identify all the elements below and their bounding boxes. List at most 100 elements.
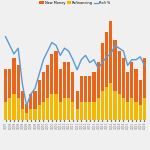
Bar	[76, 109, 79, 120]
Refi %	[85, 54, 86, 56]
Refi %	[51, 42, 53, 43]
Bar	[126, 72, 129, 102]
Bar	[122, 98, 125, 120]
Refi %	[118, 47, 120, 49]
Legend: New Money, Refinancing, Refi %: New Money, Refinancing, Refi %	[39, 0, 111, 6]
Bar	[97, 98, 100, 120]
Bar	[101, 43, 104, 91]
Bar	[21, 91, 24, 109]
Bar	[134, 102, 138, 120]
Bar	[76, 91, 79, 109]
Refi %	[17, 47, 19, 49]
Bar	[63, 61, 66, 98]
Bar	[4, 69, 7, 102]
Refi %	[97, 67, 99, 69]
Bar	[33, 109, 37, 120]
Bar	[17, 65, 20, 98]
Bar	[33, 91, 37, 109]
Bar	[12, 94, 16, 120]
Bar	[71, 102, 74, 120]
Refi %	[34, 87, 36, 89]
Refi %	[110, 53, 112, 55]
Bar	[12, 58, 16, 94]
Refi %	[93, 59, 95, 61]
Refi %	[106, 56, 108, 58]
Bar	[21, 109, 24, 120]
Bar	[118, 94, 121, 120]
Bar	[143, 98, 146, 120]
Bar	[71, 72, 74, 102]
Refi %	[64, 47, 65, 49]
Refi %	[13, 53, 15, 55]
Refi %	[55, 44, 57, 46]
Bar	[38, 105, 41, 120]
Refi %	[21, 83, 23, 85]
Bar	[59, 69, 62, 102]
Bar	[42, 102, 45, 120]
Refi %	[5, 36, 6, 38]
Bar	[80, 76, 83, 102]
Refi %	[135, 59, 137, 61]
Refi %	[123, 50, 124, 52]
Refi %	[72, 59, 74, 61]
Bar	[118, 51, 121, 94]
Refi %	[9, 44, 11, 46]
Refi %	[42, 59, 44, 61]
Bar	[67, 61, 70, 98]
Bar	[109, 21, 112, 83]
Bar	[113, 40, 117, 91]
Bar	[84, 76, 87, 102]
Refi %	[80, 59, 82, 61]
Bar	[50, 54, 53, 94]
Bar	[122, 58, 125, 98]
Line: Refi %: Refi %	[6, 37, 144, 106]
Bar	[92, 72, 96, 102]
Bar	[17, 98, 20, 120]
Bar	[113, 91, 117, 120]
Bar	[8, 69, 11, 98]
Bar	[67, 98, 70, 120]
Bar	[134, 69, 138, 102]
Bar	[139, 80, 142, 105]
Bar	[105, 32, 108, 87]
Refi %	[38, 73, 40, 75]
Bar	[8, 98, 11, 120]
Bar	[42, 72, 45, 102]
Refi %	[89, 62, 91, 63]
Refi %	[144, 64, 145, 66]
Bar	[63, 98, 66, 120]
Bar	[25, 113, 28, 120]
Refi %	[76, 69, 78, 71]
Bar	[84, 102, 87, 120]
Bar	[29, 94, 32, 109]
Bar	[88, 102, 91, 120]
Refi %	[26, 105, 27, 106]
Bar	[80, 102, 83, 120]
Bar	[29, 109, 32, 120]
Refi %	[101, 62, 103, 63]
Bar	[126, 102, 129, 120]
Refi %	[30, 93, 32, 95]
Refi %	[139, 56, 141, 58]
Bar	[130, 61, 133, 98]
Bar	[54, 94, 58, 120]
Refi %	[47, 50, 49, 52]
Bar	[109, 83, 112, 120]
Refi %	[68, 50, 70, 52]
Bar	[54, 51, 58, 94]
Bar	[38, 80, 41, 105]
Bar	[139, 105, 142, 120]
Bar	[101, 91, 104, 120]
Bar	[143, 58, 146, 98]
Bar	[46, 98, 49, 120]
Bar	[4, 102, 7, 120]
Refi %	[114, 44, 116, 46]
Refi %	[131, 59, 133, 61]
Bar	[59, 102, 62, 120]
Bar	[105, 87, 108, 120]
Bar	[25, 103, 28, 113]
Bar	[97, 61, 100, 98]
Refi %	[59, 54, 61, 56]
Bar	[130, 98, 133, 120]
Bar	[50, 94, 53, 120]
